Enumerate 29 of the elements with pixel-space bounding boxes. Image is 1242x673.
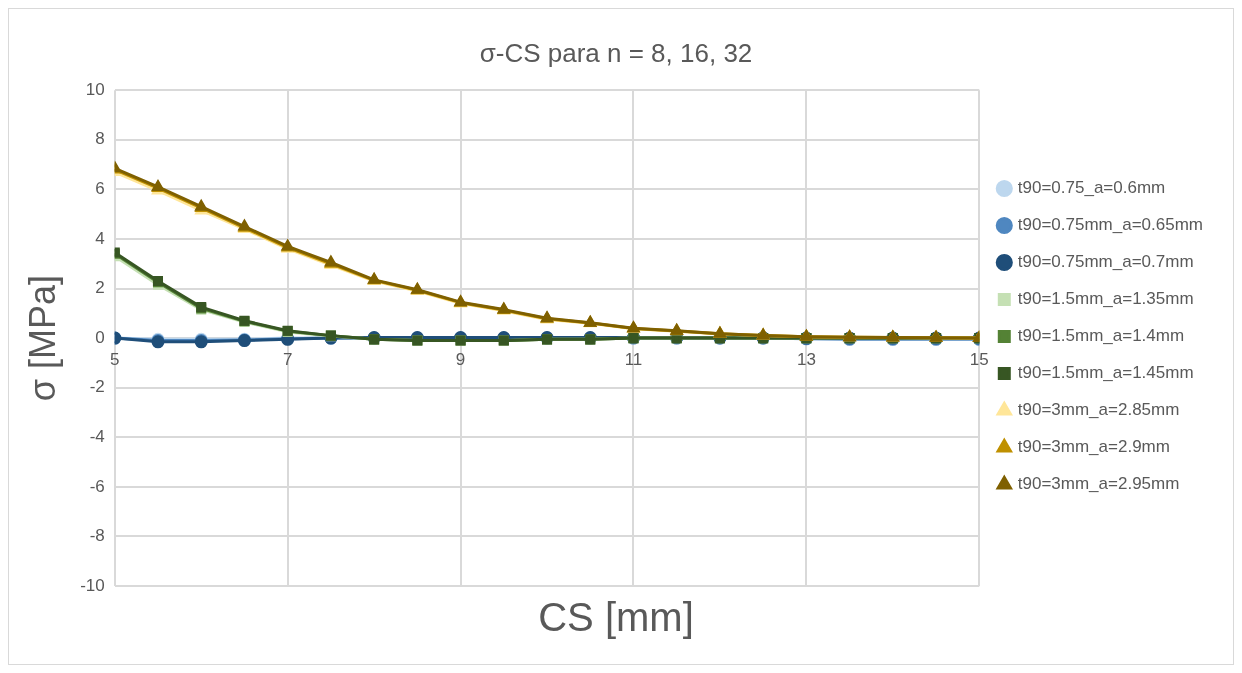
y-axis-title: σ [MPa] <box>21 274 63 402</box>
y-tick-label: -2 <box>89 377 105 397</box>
legend-label: t90=0.75mm_a=0.7mm <box>1017 252 1194 272</box>
x-tick-label: 9 <box>455 349 466 369</box>
y-tick-label: -10 <box>80 575 105 595</box>
legend-label: t90=3mm_a=2.9mm <box>1017 437 1170 457</box>
chart-title: σ-CS para n = 8, 16, 32 <box>479 37 753 68</box>
y-tick-label: 10 <box>85 79 105 99</box>
y-tick-label: 2 <box>95 278 105 298</box>
legend-label: t90=3mm_a=2.95mm <box>1017 474 1180 494</box>
y-tick-label: 0 <box>95 327 105 347</box>
y-tick-label: -4 <box>89 426 105 446</box>
legend-label: t90=1.5mm_a=1.45mm <box>1017 363 1194 383</box>
y-tick-label: 6 <box>95 179 105 199</box>
x-axis-title: CS [mm] <box>538 595 694 640</box>
y-tick-label: -6 <box>89 476 105 496</box>
x-tick-label: 7 <box>282 349 293 369</box>
y-tick-label: -8 <box>89 526 105 546</box>
y-tick-label: 8 <box>95 129 105 149</box>
legend-label: t90=1.5mm_a=1.35mm <box>1017 289 1194 309</box>
x-tick-label: 13 <box>796 349 816 369</box>
x-tick-label: 15 <box>969 349 989 369</box>
legend-label: t90=1.5mm_a=1.4mm <box>1017 326 1185 346</box>
x-tick-label: 11 <box>624 349 643 369</box>
legend-label: t90=0.75mm_a=0.65mm <box>1017 215 1203 235</box>
y-tick-label: 4 <box>95 228 105 248</box>
x-tick-label: 5 <box>110 349 120 369</box>
legend-label: t90=0.75_a=0.6mm <box>1017 178 1166 198</box>
legend-label: t90=3mm_a=2.85mm <box>1017 400 1180 420</box>
